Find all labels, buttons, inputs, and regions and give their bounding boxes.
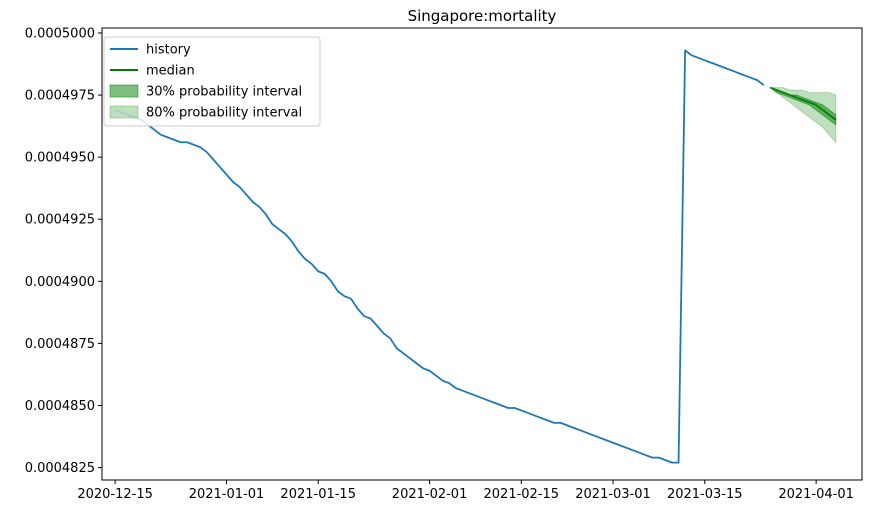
x-axis: 2020-12-15 2021-01-01 2021-01-15 2021-02-01… bbox=[77, 480, 854, 502]
y-tick-label: 0.0004850 bbox=[25, 399, 95, 414]
y-tick-label: 0.0004975 bbox=[25, 89, 95, 104]
x-tick-label: 2021-02-01 bbox=[392, 487, 468, 502]
x-tick-label: 2021-03-15 bbox=[667, 487, 743, 502]
y-axis: 0.0004825 0.0004850 0.0004875 0.0004900 0.00… bbox=[25, 26, 102, 476]
x-tick-label: 2021-02-15 bbox=[484, 487, 560, 502]
legend-swatch-30-probability-interval bbox=[109, 84, 139, 98]
x-tick-label: 2021-04-01 bbox=[778, 487, 854, 502]
x-tick-label: 2020-12-15 bbox=[77, 487, 153, 502]
x-tick-label: 2021-01-15 bbox=[280, 487, 356, 502]
y-tick-label: 0.0004875 bbox=[25, 337, 95, 352]
legend-swatch-80-probability-interval bbox=[109, 105, 139, 119]
legend-label-history: history bbox=[146, 43, 191, 58]
y-tick-label: 0.0004950 bbox=[25, 151, 95, 166]
y-tick-label: 0.0005000 bbox=[25, 26, 95, 41]
legend-label-median: median bbox=[146, 64, 195, 79]
legend: history median 30% probability interval 80%… bbox=[103, 36, 321, 127]
median-line bbox=[769, 86, 837, 121]
plot-frame bbox=[101, 27, 863, 481]
y-tick-label: 0.0004900 bbox=[25, 275, 95, 290]
x-tick-label: 2021-01-01 bbox=[189, 487, 265, 502]
lines-layer bbox=[114, 49, 837, 464]
y-tick-label: 0.0004925 bbox=[25, 213, 95, 228]
y-tick-label: 0.0004825 bbox=[25, 461, 95, 476]
history-line bbox=[114, 49, 765, 464]
chart-title: Singapore:mortality bbox=[408, 7, 557, 25]
x-tick-label: 2021-03-01 bbox=[575, 487, 651, 502]
legend-box bbox=[103, 36, 321, 127]
legend-label-80-probability-interval: 80% probability interval bbox=[146, 106, 302, 121]
legend-label-30-probability-interval: 30% probability interval bbox=[146, 85, 302, 100]
